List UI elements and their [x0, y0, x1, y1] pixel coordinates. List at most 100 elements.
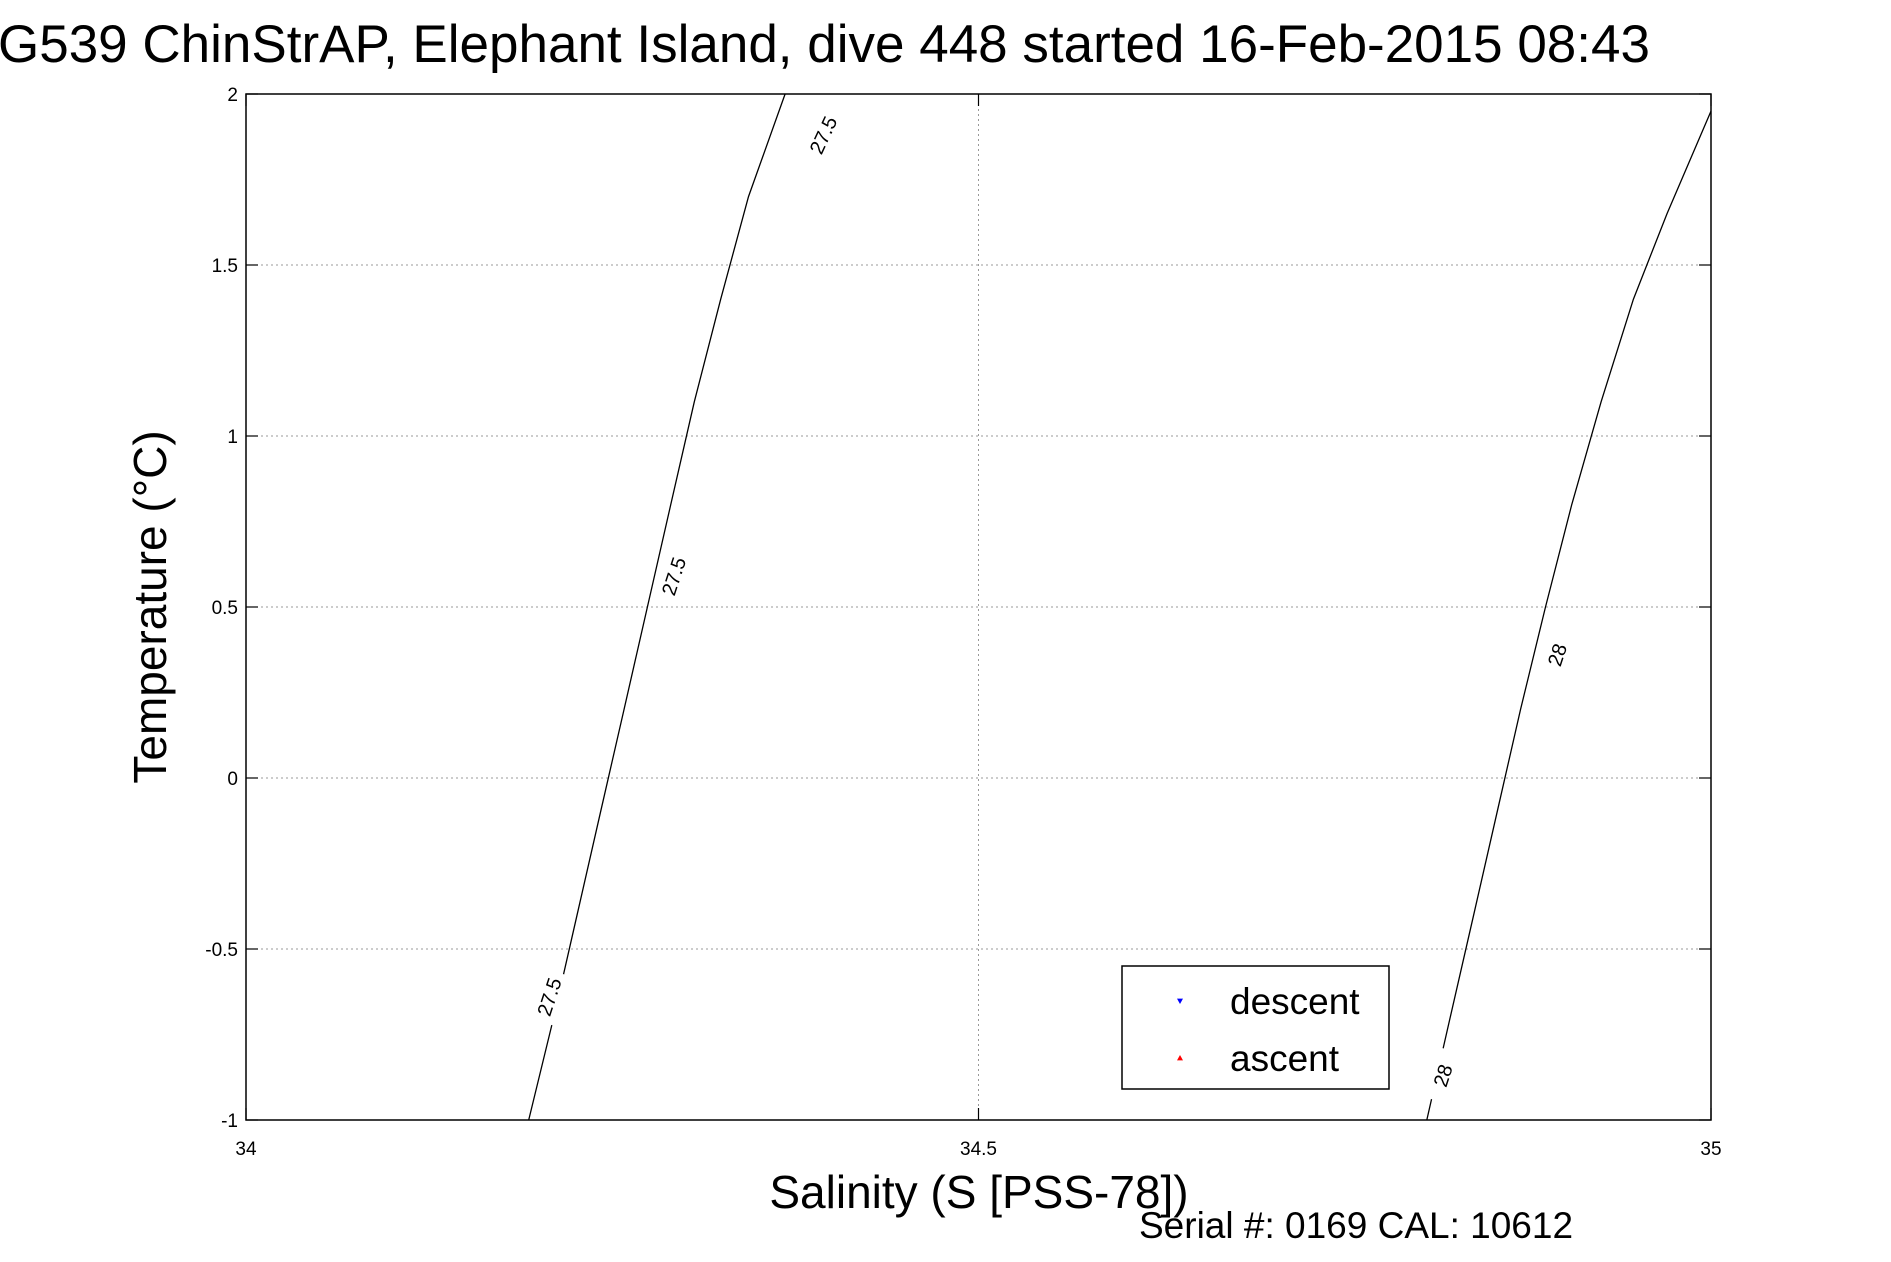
data-point-ascent	[1104, 706, 1107, 710]
data-point-ascent	[1242, 605, 1245, 608]
data-point-ascent	[856, 799, 860, 803]
data-point-ascent	[1178, 656, 1181, 659]
data-point-ascent	[1204, 645, 1208, 649]
data-point-ascent	[869, 774, 873, 777]
data-point-ascent	[814, 763, 818, 766]
data-point-ascent	[602, 599, 605, 602]
serial-cal-footer: Serial #: 0169 CAL: 10612	[1139, 1205, 1573, 1246]
data-point-ascent	[631, 619, 634, 622]
data-point-ascent	[542, 606, 546, 609]
legend-marker-shape	[1177, 998, 1183, 1004]
data-point-ascent	[1202, 639, 1205, 643]
data-point-ascent	[1015, 689, 1019, 692]
data-point-ascent	[640, 637, 644, 640]
data-point-ascent	[725, 688, 728, 691]
legend-marker-ascent	[1177, 1055, 1183, 1061]
data-point-ascent	[791, 727, 794, 731]
y-tick-label: 1	[227, 427, 238, 448]
x-tick-label: 35	[1700, 1139, 1721, 1160]
data-point-ascent	[602, 600, 605, 603]
y-tick-label: 0	[227, 769, 238, 790]
data-point-ascent	[830, 791, 834, 794]
data-point-ascent	[879, 748, 883, 752]
data-point-ascent	[513, 570, 517, 573]
data-point-ascent	[1180, 658, 1183, 662]
data-point-ascent	[515, 572, 518, 575]
x-tick-label: 34.5	[960, 1139, 997, 1160]
data-point-ascent	[513, 537, 516, 541]
data-point-ascent	[1251, 582, 1254, 585]
data-point-ascent	[825, 789, 828, 793]
data-point-ascent	[795, 732, 798, 736]
data-point-ascent	[1234, 609, 1237, 612]
data-point-ascent	[1248, 625, 1251, 628]
data-point-ascent	[931, 689, 934, 692]
data-point-ascent	[1039, 705, 1042, 708]
data-point-ascent	[1019, 677, 1023, 680]
data-point-ascent	[831, 803, 834, 806]
data-point-ascent	[1015, 684, 1019, 687]
data-point-ascent	[905, 696, 908, 700]
data-point-ascent	[1148, 678, 1151, 682]
data-point-ascent	[957, 695, 960, 699]
data-point-ascent	[623, 619, 626, 622]
data-point-ascent	[530, 599, 534, 602]
data-point-ascent	[896, 730, 899, 734]
data-point-ascent	[905, 725, 908, 729]
data-point-ascent	[807, 757, 811, 761]
data-point-ascent	[1224, 565, 1227, 569]
data-point-ascent	[606, 602, 609, 605]
data-point-ascent	[573, 601, 577, 604]
data-point-ascent	[1232, 566, 1235, 569]
data-point-ascent	[539, 402, 543, 405]
data-point-ascent	[849, 811, 852, 815]
data-point-ascent	[659, 651, 662, 655]
data-point-ascent	[875, 765, 879, 769]
data-point-ascent	[790, 721, 793, 725]
data-point-ascent	[864, 793, 867, 796]
data-point-ascent	[791, 725, 794, 728]
data-point-ascent	[805, 739, 808, 743]
data-point-ascent	[518, 558, 521, 561]
data-point-ascent	[1015, 707, 1018, 711]
data-point-ascent	[650, 643, 654, 647]
data-point-ascent	[1124, 699, 1128, 703]
contour-line-27.5	[528, 93, 786, 1121]
data-point-ascent	[514, 486, 517, 490]
data-point-ascent	[528, 413, 531, 417]
data-point-ascent	[512, 556, 516, 560]
data-point-ascent	[835, 805, 839, 808]
data-point-ascent	[533, 601, 537, 605]
data-point-ascent	[1182, 658, 1185, 661]
x-tick-label: 34	[235, 1139, 257, 1160]
data-point-ascent	[825, 792, 828, 796]
data-point-ascent	[588, 598, 592, 602]
data-point-ascent	[1001, 713, 1004, 716]
data-point-ascent	[1045, 719, 1049, 722]
data-point-ascent	[925, 687, 928, 690]
data-point-ascent	[667, 663, 670, 667]
data-point-ascent	[794, 731, 798, 735]
data-point-ascent	[1242, 590, 1245, 594]
data-point-ascent	[699, 681, 703, 684]
data-point-ascent	[1244, 574, 1247, 577]
data-point-ascent	[850, 802, 853, 805]
data-point-ascent	[515, 555, 518, 558]
data-point-ascent	[865, 775, 869, 779]
data-point-ascent	[1036, 695, 1039, 699]
data-point-ascent	[916, 687, 919, 690]
data-point-ascent	[659, 646, 663, 649]
data-point-ascent	[982, 704, 985, 707]
data-point-ascent	[536, 606, 540, 609]
data-point-ascent	[833, 799, 837, 802]
data-point-ascent	[901, 727, 904, 730]
data-point-ascent	[824, 783, 827, 787]
contour-label-bg	[529, 968, 569, 1026]
data-point-ascent	[823, 784, 827, 787]
data-point-ascent	[1256, 591, 1260, 595]
y-tick-label: 2	[227, 85, 238, 106]
data-point-ascent	[1252, 586, 1256, 590]
contour-label-bg	[1537, 626, 1577, 684]
data-point-ascent	[714, 688, 718, 691]
data-point-ascent	[955, 691, 958, 695]
